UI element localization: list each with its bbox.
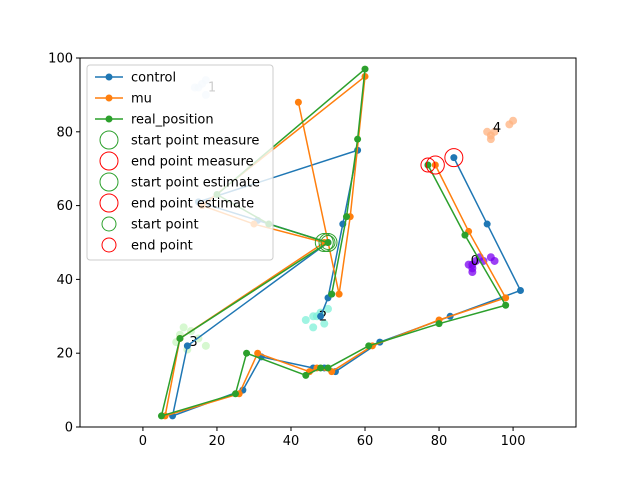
cluster-2-point <box>301 315 310 324</box>
series-point-control <box>317 312 325 320</box>
legend-label: control <box>131 71 176 86</box>
legend-swatch-dot <box>105 73 113 81</box>
x-tick-label: 80 <box>431 434 448 449</box>
cluster-label-0: 0 <box>471 254 479 269</box>
y-tick-label: 100 <box>48 52 73 67</box>
cluster-label-4: 4 <box>493 121 501 136</box>
series-point-mu <box>254 349 262 357</box>
cluster-2-point <box>309 312 318 321</box>
x-tick-label: 60 <box>357 434 374 449</box>
legend-swatch-circle <box>99 172 119 192</box>
series-point-mu <box>502 294 510 302</box>
legend-label: end point <box>131 239 193 254</box>
series-point-real_position <box>461 231 469 239</box>
marker-end-point <box>420 157 436 173</box>
marker-end-point-estimate <box>425 155 445 175</box>
marker-start-point-estimate <box>314 233 334 252</box>
series-point-control <box>516 286 524 294</box>
series-point-real_position <box>354 135 362 143</box>
series-point-real_position <box>365 342 373 350</box>
legend-label: start point measure <box>131 134 259 149</box>
series-point-real_position <box>361 65 369 73</box>
series-point-real_position <box>343 213 351 221</box>
series-point-mu <box>335 290 343 298</box>
series-point-real_position <box>231 390 239 398</box>
legend-swatch-circle <box>101 216 117 232</box>
marker-end-point-measure <box>444 148 464 168</box>
series-point-real_position <box>176 334 184 342</box>
cluster-label-3: 3 <box>189 335 197 350</box>
series-point-real_position <box>243 349 251 357</box>
legend-swatch-dot <box>105 94 113 102</box>
cluster-2-point <box>320 319 329 328</box>
y-tick-label: 40 <box>56 273 73 288</box>
cluster-4-point <box>486 135 495 144</box>
series-point-real_position <box>157 412 165 420</box>
series-point-real_position <box>324 364 332 372</box>
x-tick-label: 40 <box>283 434 300 449</box>
series-point-mu <box>294 98 302 106</box>
series-point-real_position <box>328 290 336 298</box>
marker-start-point <box>320 235 336 250</box>
legend-swatch-circle <box>99 130 119 150</box>
cluster-3-point <box>179 323 188 332</box>
legend-swatch-circle <box>99 151 119 171</box>
cluster-0-point <box>490 256 499 265</box>
series-point-real_position <box>424 161 432 169</box>
legend-label: mu <box>131 92 152 107</box>
axes-frame <box>79 57 577 428</box>
cluster-2-point <box>309 323 318 332</box>
y-tick-label: 20 <box>56 347 73 362</box>
legend-swatch-dot <box>105 115 113 123</box>
endpoint-markers-layer <box>314 148 464 252</box>
legend-label: end point measure <box>131 155 254 170</box>
series-point-mu <box>361 72 369 80</box>
legend-label: real_position <box>131 113 214 128</box>
legend-box <box>86 64 274 261</box>
series-point-real_position <box>435 320 443 328</box>
series-point-real_position <box>317 364 325 372</box>
cluster-2-point <box>324 304 332 313</box>
cluster-4-point <box>509 116 518 125</box>
series-lines-layer <box>157 65 524 420</box>
series-point-control <box>183 342 191 350</box>
legend-swatch-circle <box>99 193 119 213</box>
series-point-control <box>483 220 491 228</box>
marker-start-point-measure <box>318 233 338 252</box>
legend-label: end point estimate <box>131 197 254 212</box>
cluster-4-point <box>490 127 499 136</box>
series-point-real_position <box>502 301 510 309</box>
x-tick-label: 0 <box>139 434 147 449</box>
x-tick-label: 100 <box>501 434 526 449</box>
y-tick-label: 0 <box>65 421 73 436</box>
series-point-real_position <box>302 371 310 379</box>
legend-swatch-circle <box>101 237 117 253</box>
x-tick-label: 20 <box>209 434 226 449</box>
legend-label: start point estimate <box>131 176 260 191</box>
cluster-3-point <box>201 341 210 350</box>
y-tick-label: 80 <box>56 125 73 140</box>
series-point-real_position <box>324 239 332 246</box>
y-tick-label: 60 <box>56 199 73 214</box>
cluster-0-point <box>468 264 477 273</box>
legend-label: start point <box>131 218 199 233</box>
series-point-control <box>450 154 458 162</box>
